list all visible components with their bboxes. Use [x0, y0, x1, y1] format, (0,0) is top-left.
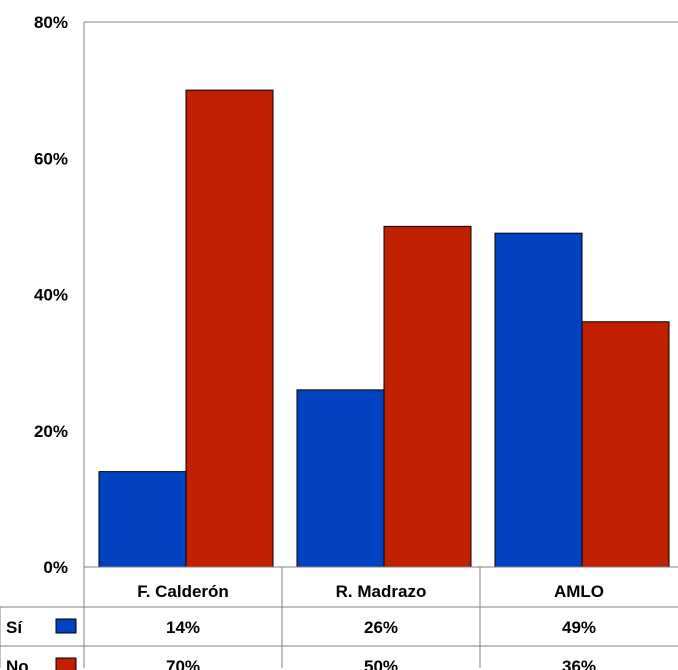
legend-swatch [55, 618, 77, 634]
chart-bars [98, 89, 670, 568]
y-tick-label: 80% [34, 13, 68, 32]
data-label: 26% [364, 618, 398, 637]
bar-si [296, 389, 385, 568]
bar-si [494, 232, 583, 568]
chart-frame [83, 21, 678, 567]
y-axis-ticks: 0% 20% 40% 60% 80% [34, 13, 68, 577]
x-category-label: F. Calderón [137, 582, 229, 601]
legend-series-name: No [6, 657, 29, 670]
data-label: 70% [166, 657, 200, 670]
y-tick-label: 20% [34, 422, 68, 441]
bar-no [383, 225, 472, 568]
legend-swatch [55, 657, 77, 670]
x-category-label: R. Madrazo [336, 582, 427, 601]
bar-no [185, 89, 274, 568]
x-category-label: AMLO [554, 582, 604, 601]
y-tick-label: 0% [43, 558, 68, 577]
legend-series-name: Sí [6, 618, 23, 637]
data-label: 36% [562, 657, 596, 670]
y-tick-label: 60% [34, 149, 68, 168]
bar-no [581, 321, 670, 568]
data-label: 50% [364, 657, 398, 670]
data-label: 49% [562, 618, 596, 637]
data-table: F. Calderón R. Madrazo AMLO Sí 14% 26% 49% No 70… [0, 566, 678, 670]
data-label: 14% [166, 618, 200, 637]
bar-si [98, 471, 187, 568]
y-tick-label: 40% [34, 286, 68, 305]
